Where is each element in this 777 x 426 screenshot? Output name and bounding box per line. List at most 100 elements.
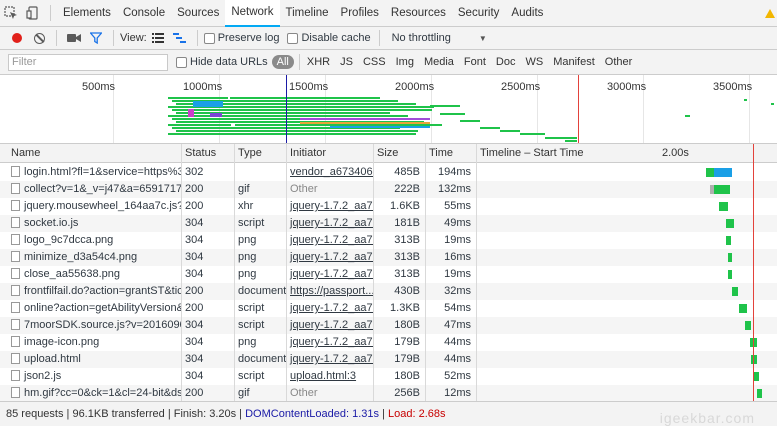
cell-text: logo_9c7dcca.png: [24, 234, 114, 246]
show-overview-button[interactable]: [169, 27, 191, 49]
cell-initiator[interactable]: jquery-1.7.2_aa7...: [286, 317, 373, 334]
overview-bar: [235, 100, 398, 102]
table-row[interactable]: online?action=getAbilityVersion&... 200 sc…: [0, 300, 777, 317]
tab-console[interactable]: Console: [122, 6, 166, 19]
file-icon: [11, 268, 20, 279]
cell-size: 180B: [373, 317, 425, 334]
cell-type: png: [234, 232, 286, 249]
table-header: Name Status Type Initiator Size Time Tim…: [0, 144, 777, 163]
cell-text: 55ms: [444, 200, 471, 212]
overview-bar: [188, 109, 194, 117]
network-overview[interactable]: 500ms 1000ms 1500ms 2000ms 2500ms 3000ms…: [0, 75, 777, 144]
tab-sources[interactable]: Sources: [177, 6, 220, 19]
table-row[interactable]: login.html?fl=1&service=https%3... 302 ven…: [0, 164, 777, 181]
hide-data-urls-checkbox[interactable]: Hide data URLs: [176, 56, 268, 68]
clear-button[interactable]: [28, 27, 50, 49]
cell-initiator[interactable]: https://passport...: [286, 283, 373, 300]
device-mode-icon[interactable]: [22, 2, 44, 24]
table-row[interactable]: minimize_d3a54c4.png 304 png jquery-1.7.2_a…: [0, 249, 777, 266]
cell-initiator[interactable]: jquery-1.7.2_aa7...: [286, 266, 373, 283]
filter-type-font[interactable]: Font: [463, 56, 486, 68]
column-header-name[interactable]: Name: [11, 147, 41, 159]
overview-bar: [245, 106, 434, 108]
table-row[interactable]: upload.html 304 document jquery-1.7.2_aa7..…: [0, 351, 777, 368]
record-button[interactable]: [6, 27, 28, 49]
tab-profiles[interactable]: Profiles: [340, 6, 379, 19]
filter-type-ws[interactable]: WS: [525, 56, 544, 68]
table-row[interactable]: logo_9c7dcca.png 304 png jquery-1.7.2_aa7..…: [0, 232, 777, 249]
cell-initiator[interactable]: jquery-1.7.2_aa7...: [286, 215, 373, 232]
record-icon: [12, 33, 22, 43]
table-row[interactable]: hm.gif?cc=0&ck=1&cl=24-bit&ds... 200 gif Ot…: [0, 385, 777, 401]
cell-time: 52ms: [425, 368, 476, 385]
tab-audits[interactable]: Audits: [511, 6, 544, 19]
tab-security[interactable]: Security: [457, 6, 500, 19]
cell-text: 19ms: [444, 234, 471, 246]
cell-text: image-icon.png: [24, 336, 100, 348]
table-row[interactable]: json2.js 304 script upload.html:3 180B 52ms: [0, 368, 777, 385]
tab-network[interactable]: Network: [225, 0, 280, 27]
table-row[interactable]: jquery.mousewheel_164aa7c.js?... 200 xhr jq…: [0, 198, 777, 215]
disable-cache-checkbox[interactable]: Disable cache: [287, 32, 371, 44]
overview-bars: [168, 75, 774, 143]
filter-type-media[interactable]: Media: [423, 56, 454, 68]
tab-timeline[interactable]: Timeline: [285, 6, 329, 19]
inspect-element-icon[interactable]: [0, 2, 22, 24]
filter-type-css[interactable]: CSS: [362, 56, 386, 68]
table-row[interactable]: frontfilfail.do?action=grantST&tic... 200…: [0, 283, 777, 300]
table-row[interactable]: socket.io.js 304 script jquery-1.7.2_aa7...…: [0, 215, 777, 232]
column-header-timeline[interactable]: Timeline – Start Time: [480, 147, 584, 159]
overview-bar: [230, 97, 380, 99]
dom-content-loaded-line: [286, 75, 287, 143]
capture-screenshots-button[interactable]: [63, 27, 85, 49]
cell-initiator[interactable]: jquery-1.7.2_aa7...: [286, 249, 373, 266]
checkbox-box[interactable]: [203, 32, 215, 44]
cell-initiator[interactable]: jquery-1.7.2_aa7...: [286, 351, 373, 368]
waterfall-wait-bar: [719, 202, 721, 211]
load-event-line: [578, 75, 579, 143]
table-row[interactable]: image-icon.png 304 png jquery-1.7.2_aa7... 1…: [0, 334, 777, 351]
file-icon: [11, 387, 20, 398]
filter-type-doc[interactable]: Doc: [495, 56, 516, 68]
cell-initiator[interactable]: upload.html:3: [286, 368, 373, 385]
preserve-log-checkbox[interactable]: Preserve log: [203, 32, 279, 44]
cell-size: 485B: [373, 164, 425, 181]
filter-type-manifest[interactable]: Manifest: [553, 56, 595, 68]
waterfall-wait-bar: [710, 185, 714, 194]
cell-name: frontfilfail.do?action=grantST&tic...: [7, 283, 181, 300]
overview-bar: [176, 112, 241, 114]
cell-size: 1.3KB: [373, 300, 425, 317]
filter-type-img[interactable]: Img: [395, 56, 414, 68]
filter-type-xhr[interactable]: XHR: [306, 56, 331, 68]
filter-type-all[interactable]: All: [271, 55, 294, 69]
throttling-select[interactable]: No throttling ▼: [392, 32, 487, 44]
overview-bar: [520, 133, 545, 135]
column-header-size[interactable]: Size: [377, 147, 399, 159]
filter-type-js[interactable]: JS: [340, 56, 353, 68]
column-header-status[interactable]: Status: [185, 147, 217, 159]
tab-elements[interactable]: Elements: [63, 6, 111, 19]
cell-initiator[interactable]: vendor_a673406...: [286, 164, 373, 181]
filter-input[interactable]: [8, 53, 168, 71]
table-row[interactable]: collect?v=1&_v=j47&a=6591717... 200 gif Oth…: [0, 181, 777, 198]
cell-initiator[interactable]: jquery-1.7.2_aa7...: [286, 334, 373, 351]
column-header-initiator[interactable]: Initiator: [290, 147, 327, 159]
warning-icon[interactable]: [765, 9, 775, 18]
tab-resources[interactable]: Resources: [390, 6, 446, 19]
table-row[interactable]: close_aa55638.png 304 png jquery-1.7.2_aa7.…: [0, 266, 777, 283]
cell-text: 181B: [394, 217, 420, 229]
table-row[interactable]: 7moorSDK.source.js?v=2016090... 304 script…: [0, 317, 777, 334]
column-header-time[interactable]: Time: [429, 147, 454, 159]
filter-toggle-button[interactable]: [85, 27, 107, 49]
large-rows-button[interactable]: [147, 27, 169, 49]
cell-initiator[interactable]: jquery-1.7.2_aa7...: [286, 198, 373, 215]
checkbox-box[interactable]: [176, 56, 187, 68]
checkbox-box[interactable]: [287, 32, 299, 44]
cell-initiator[interactable]: jquery-1.7.2_aa7...: [286, 232, 373, 249]
filter-type-other[interactable]: Other: [604, 56, 633, 68]
divider: [113, 30, 114, 46]
column-header-type[interactable]: Type: [238, 147, 262, 159]
status-summary: 85 requests | 96.1KB transferred | Finis…: [6, 408, 246, 420]
cell-time: 47ms: [425, 317, 476, 334]
cell-initiator[interactable]: jquery-1.7.2_aa7...: [286, 300, 373, 317]
